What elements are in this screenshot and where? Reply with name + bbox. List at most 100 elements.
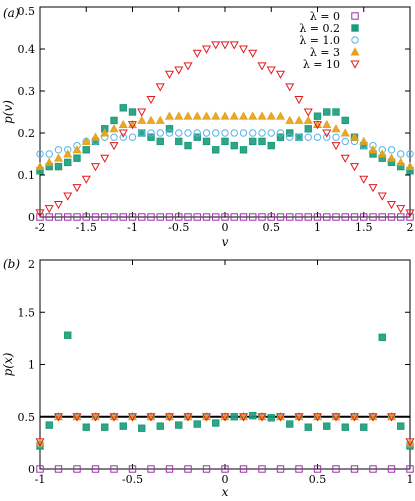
data-point <box>193 420 201 428</box>
data-point <box>184 465 192 473</box>
data-point <box>387 213 396 221</box>
legend-marker <box>351 24 359 32</box>
data-point <box>341 116 349 125</box>
data-point <box>221 129 229 137</box>
data-point <box>229 111 239 120</box>
data-point <box>212 419 220 427</box>
data-point <box>36 213 44 221</box>
data-point <box>368 145 378 154</box>
data-point <box>100 154 110 163</box>
data-point <box>378 213 386 221</box>
data-point <box>397 150 405 158</box>
data-point <box>54 213 63 221</box>
data-point <box>312 121 323 130</box>
series-4 <box>35 413 415 447</box>
x-axis-label: v <box>222 235 229 249</box>
data-point <box>110 116 118 125</box>
data-point <box>313 213 322 221</box>
data-point <box>44 205 54 214</box>
data-point <box>109 413 119 422</box>
data-point <box>35 209 45 218</box>
data-point <box>147 129 155 137</box>
data-point <box>212 146 220 154</box>
data-point <box>175 137 183 146</box>
data-point <box>73 213 81 221</box>
data-point <box>258 465 266 473</box>
data-point <box>165 125 174 133</box>
data-point <box>359 136 369 145</box>
data-point <box>341 137 349 146</box>
data-point <box>238 45 249 54</box>
data-point <box>81 175 91 184</box>
x-tick-label: -1.5 <box>76 221 97 234</box>
data-point <box>164 70 175 79</box>
data-point <box>275 413 286 422</box>
data-point <box>230 141 238 150</box>
data-point <box>147 465 155 473</box>
x-tick-label: 0.5 <box>309 473 327 486</box>
data-point <box>295 133 303 141</box>
data-point <box>202 129 211 137</box>
data-point <box>155 83 165 92</box>
data-point <box>183 413 193 422</box>
y-axis-label: p(x) <box>1 352 15 376</box>
data-point <box>128 108 137 116</box>
data-point <box>229 41 239 50</box>
data-point <box>248 49 258 58</box>
data-point <box>323 108 331 116</box>
data-point <box>174 66 184 75</box>
data-point <box>35 438 45 447</box>
data-point <box>82 146 90 154</box>
data-point <box>82 423 90 431</box>
data-point <box>230 413 238 421</box>
data-point <box>36 465 44 473</box>
data-point <box>147 133 155 141</box>
data-point <box>303 115 313 124</box>
data-point <box>332 465 340 473</box>
data-point <box>146 115 156 124</box>
data-point <box>165 129 174 137</box>
data-point <box>53 200 64 210</box>
data-point <box>387 465 396 473</box>
data-point <box>406 465 414 473</box>
x-tick-label: 2 <box>407 221 414 234</box>
data-point <box>82 213 90 221</box>
data-point <box>258 137 266 146</box>
x-tick-label: 0 <box>222 221 229 234</box>
data-point <box>119 133 127 141</box>
data-point <box>396 157 406 166</box>
data-point <box>147 213 155 221</box>
data-point <box>36 150 44 158</box>
data-point <box>221 213 229 221</box>
data-point <box>304 423 312 431</box>
data-point <box>249 412 257 420</box>
x-tick-label: -1 <box>127 221 138 234</box>
y-tick-label: 0.2 <box>18 127 36 140</box>
data-point <box>294 115 304 124</box>
data-point <box>386 413 397 422</box>
x-tick-label: 0.5 <box>263 221 281 234</box>
data-point <box>239 213 248 221</box>
x-tick-label: -1 <box>35 473 46 486</box>
panel-label: (b) <box>3 257 20 271</box>
data-point <box>396 205 406 214</box>
data-point <box>174 111 184 120</box>
data-point <box>45 213 53 221</box>
data-point <box>164 111 175 120</box>
data-point <box>165 465 174 473</box>
data-point <box>156 422 164 430</box>
legend: λ = 0λ = 0.2λ = 1.0λ = 3λ = 10 <box>299 10 360 71</box>
data-point <box>91 213 100 221</box>
data-point <box>81 136 91 145</box>
data-point <box>266 111 276 120</box>
data-point <box>90 163 101 172</box>
data-point <box>110 213 118 221</box>
data-point <box>360 423 368 431</box>
data-point <box>267 213 275 221</box>
data-point <box>286 133 294 141</box>
data-point <box>175 129 183 137</box>
y-tick-label: 2 <box>28 258 35 271</box>
data-point <box>193 129 201 137</box>
data-point <box>294 413 304 422</box>
y-tick-label: 1.5 <box>18 306 36 319</box>
